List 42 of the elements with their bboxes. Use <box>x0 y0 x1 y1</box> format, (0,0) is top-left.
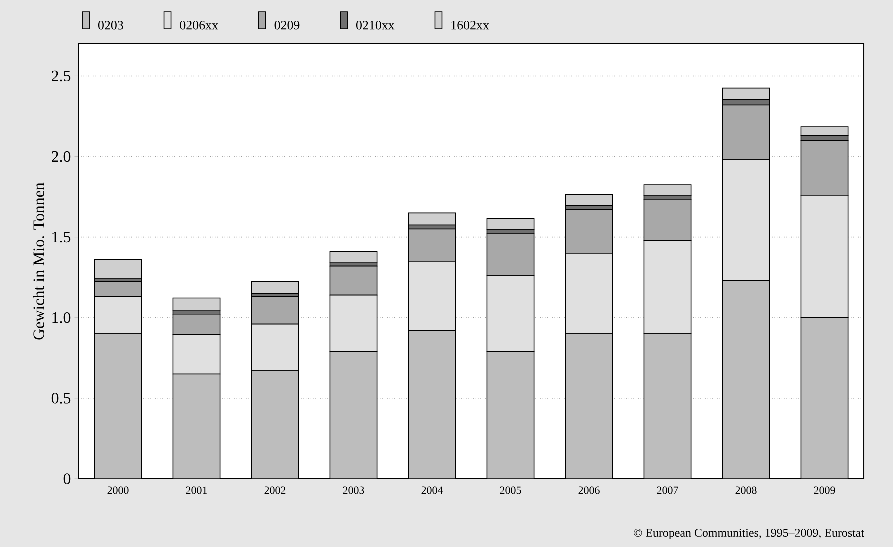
legend-label: 0203 <box>98 21 124 30</box>
legend-label: 0210xx <box>356 21 395 30</box>
x-tick-label: 2009 <box>814 486 836 494</box>
bar <box>172 374 221 479</box>
bar <box>800 317 849 479</box>
bar <box>172 298 221 312</box>
y-tick-label: 0 <box>64 474 71 484</box>
bar <box>408 212 456 226</box>
x-tick-label: 2004 <box>422 486 444 494</box>
y-tick-label: 0.5 <box>52 393 71 404</box>
text: © European Communities, 1995–2009, Eurostat <box>634 528 864 540</box>
bar <box>644 334 692 479</box>
x-tick-label: 2007 <box>657 486 678 494</box>
bar <box>330 251 378 264</box>
bar <box>408 330 456 479</box>
y-tick-label: 2.0 <box>52 151 71 162</box>
x-tick-label: 2000 <box>108 486 129 494</box>
bar <box>251 281 300 294</box>
bar <box>486 218 535 230</box>
y-axis-title: Gewicht in Mio. Tonnen <box>33 182 44 340</box>
x-tick-label: 2001 <box>186 486 208 494</box>
bar <box>94 259 142 279</box>
y-tick-label: 2.5 <box>52 70 71 82</box>
y-tick-label: 1.5 <box>52 232 71 243</box>
bar <box>94 334 142 479</box>
bar <box>722 280 770 479</box>
bar <box>486 351 535 479</box>
x-tick-label: 2008 <box>736 486 757 494</box>
bar <box>330 351 378 479</box>
legend-label: 0206xx <box>180 21 218 30</box>
y-tick-label: 1.0 <box>52 312 71 324</box>
x-tick-label: 2002 <box>264 486 286 494</box>
bar <box>644 184 692 196</box>
bar <box>800 126 849 136</box>
legend-label: 1602xx <box>452 21 490 30</box>
legend-label: 0209 <box>274 21 300 30</box>
bar <box>565 334 614 479</box>
x-tick-label: 2005 <box>500 486 522 494</box>
x-tick-label: 2003 <box>343 486 364 494</box>
x-tick-label: 2006 <box>578 486 600 494</box>
bar <box>565 194 614 206</box>
bar <box>251 370 300 479</box>
